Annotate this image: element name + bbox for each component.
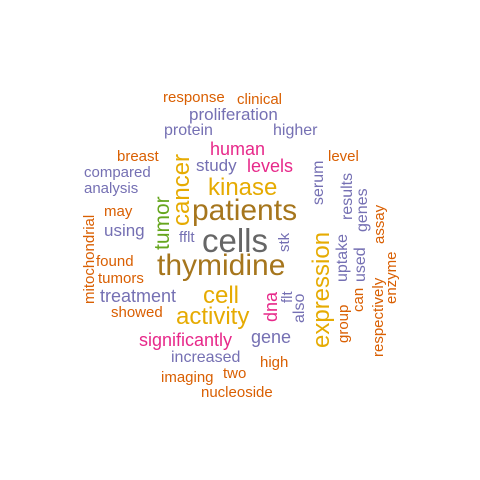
word-can: can [350,287,367,312]
word-clinical: clinical [237,91,283,108]
word-used: used [352,247,369,282]
word-may: may [104,203,133,220]
word-genes: genes [354,188,371,232]
word-enzyme: enzyme [383,251,400,304]
word-human: human [210,139,266,159]
word-analysis: analysis [84,180,139,197]
word-uptake: uptake [334,233,351,282]
word-activity: activity [176,303,250,330]
word-tumors: tumors [98,270,144,287]
word-serum: serum [310,160,327,205]
word-treatment: treatment [100,286,177,306]
word-protein: protein [164,122,213,139]
word-found: found [96,253,134,270]
word-showed: showed [111,304,163,321]
word-levels: levels [247,156,294,176]
word-cancer: cancer [168,153,195,226]
word-cells: cells [202,222,269,259]
word-response: response [163,89,225,106]
word-dna: dna [261,291,281,322]
word-breast: breast [117,148,159,165]
word-also: also [291,293,308,323]
word-compared: compared [84,164,151,181]
word-patients: patients [192,194,298,227]
word-imaging: imaging [161,369,214,386]
word-level: level [328,148,359,165]
word-expression: expression [308,231,335,348]
word-cell: cell [203,282,240,309]
word-proliferation: proliferation [189,105,278,124]
word-significantly: significantly [139,330,233,350]
word-stk: stk [276,232,293,252]
word-study: study [196,156,237,175]
word-group: group [335,304,352,343]
word-high: high [260,354,289,371]
word-increased: increased [171,349,241,366]
word-higher: higher [273,122,318,139]
word-gene: gene [251,327,292,347]
word-fflt: fflt [179,229,195,246]
word-two: two [223,365,247,382]
word-kinase: kinase [208,174,278,201]
word-mitochondrial: mitochondrial [81,214,98,304]
word-nucleoside: nucleoside [201,384,273,401]
word-using: using [104,221,145,240]
word-assay: assay [371,204,388,244]
word-thymidine: thymidine [157,249,286,282]
